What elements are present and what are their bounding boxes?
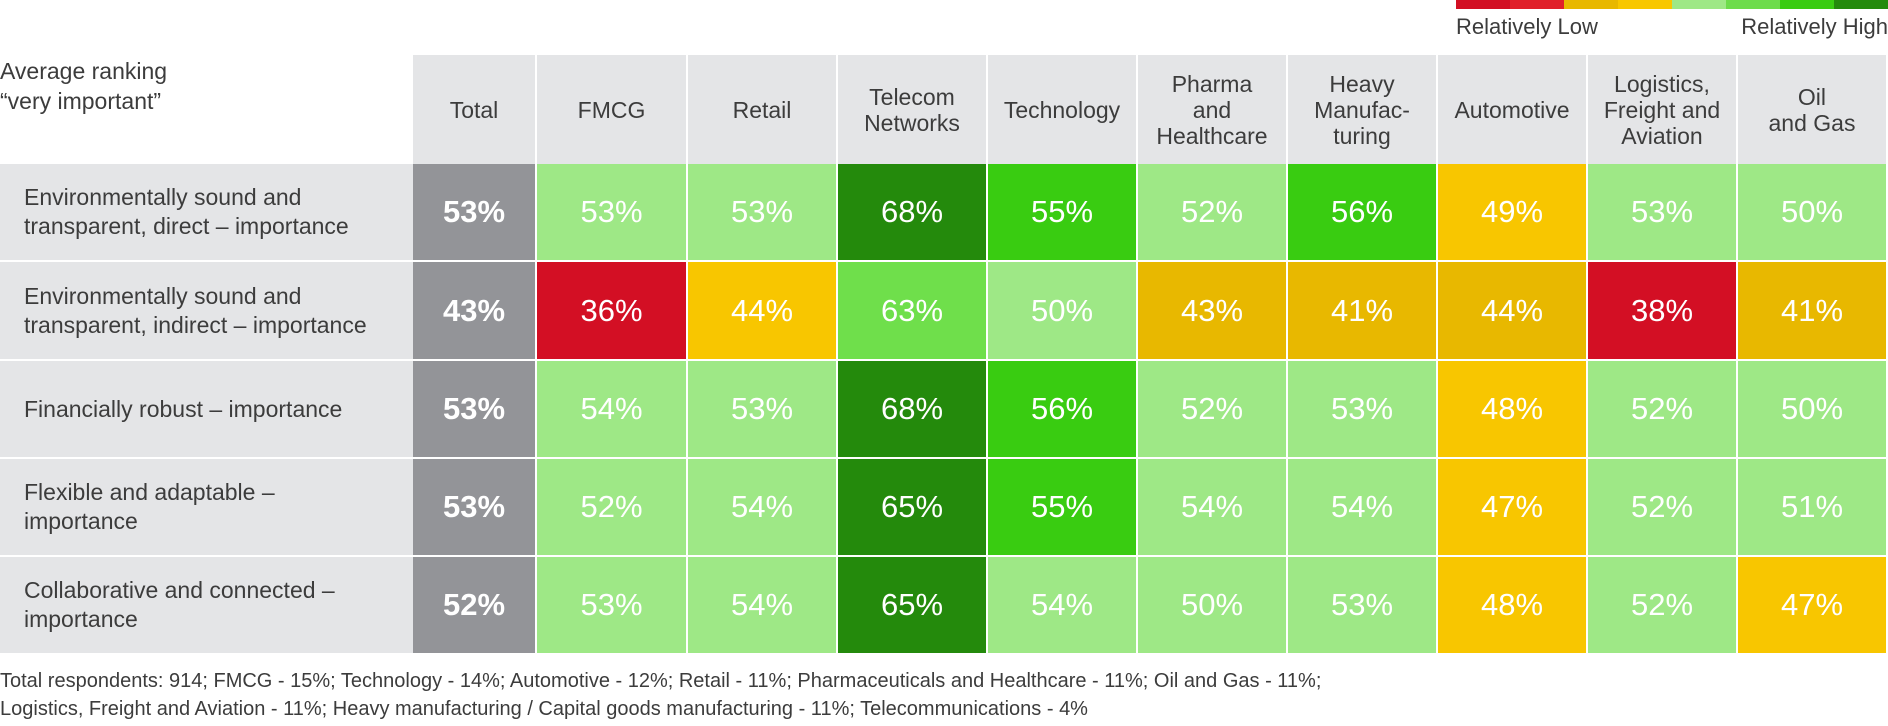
legend-low-label: Relatively Low: [1456, 14, 1598, 39]
heatmap-cell: 50%: [1738, 164, 1886, 260]
total-cell: 53%: [413, 164, 535, 260]
corner-label-line-2: “very important”: [0, 88, 162, 114]
heatmap-cell: 53%: [1588, 164, 1736, 260]
total-cell: 43%: [413, 262, 535, 359]
column-header: Pharma and Healthcare: [1138, 55, 1286, 164]
heatmap-cell: 52%: [537, 459, 686, 555]
heatmap-cell: 36%: [537, 262, 686, 359]
heatmap-cell: 52%: [1138, 164, 1286, 260]
column-header: Retail: [688, 55, 836, 164]
legend-swatch: [1456, 0, 1510, 9]
heatmap-cell: 68%: [838, 164, 986, 260]
footnote: Total respondents: 914; FMCG - 15%; Tech…: [0, 667, 1880, 723]
heatmap-cell: 48%: [1438, 361, 1586, 457]
heatmap-cell: 65%: [838, 459, 986, 555]
heatmap-cell: 55%: [988, 459, 1136, 555]
heatmap-cell: 52%: [1588, 557, 1736, 653]
heatmap-cell: 54%: [988, 557, 1136, 653]
column-header: Telecom Networks: [838, 55, 986, 164]
heatmap-cell: 56%: [988, 361, 1136, 457]
color-scale-bar: [1456, 0, 1888, 9]
column-header: Logistics, Freight and Aviation: [1588, 55, 1736, 164]
legend-swatch: [1618, 0, 1672, 9]
heatmap-cell: 44%: [1438, 262, 1586, 359]
heatmap-cell: 54%: [1288, 459, 1436, 555]
heatmap-cell: 56%: [1288, 164, 1436, 260]
heatmap-cell: 47%: [1438, 459, 1586, 555]
total-cell: 53%: [413, 459, 535, 555]
row-label: Flexible and adaptable – importance: [0, 459, 413, 555]
row-label: Financially robust – importance: [0, 361, 413, 457]
heatmap-cell: 49%: [1438, 164, 1586, 260]
heatmap-cell: 55%: [988, 164, 1136, 260]
footnote-line-2: Logistics, Freight and Aviation - 11%; H…: [0, 698, 1088, 720]
heatmap-cell: 50%: [988, 262, 1136, 359]
legend-swatch: [1510, 0, 1564, 9]
heatmap-cell: 53%: [537, 164, 686, 260]
column-header: Automotive: [1438, 55, 1586, 164]
heatmap-cell: 52%: [1588, 459, 1736, 555]
column-header: FMCG: [537, 55, 686, 164]
table-corner-label: Average ranking “very important”: [0, 56, 400, 116]
total-cell: 53%: [413, 361, 535, 457]
heatmap-cell: 53%: [537, 557, 686, 653]
column-header: Oil and Gas: [1738, 55, 1886, 164]
footnote-line-1: Total respondents: 914; FMCG - 15%; Tech…: [0, 670, 1322, 692]
column-header: Total: [413, 55, 535, 164]
heatmap-cell: 54%: [688, 459, 836, 555]
heatmap-cell: 51%: [1738, 459, 1886, 555]
heatmap-cell: 54%: [1138, 459, 1286, 555]
heatmap-cell: 54%: [688, 557, 836, 653]
legend-swatch: [1564, 0, 1618, 9]
corner-label-line-1: Average ranking: [0, 58, 168, 84]
heatmap-cell: 53%: [688, 361, 836, 457]
legend-swatch: [1672, 0, 1726, 9]
heatmap-cell: 52%: [1138, 361, 1286, 457]
heatmap-cell: 50%: [1138, 557, 1286, 653]
heatmap-cell: 41%: [1738, 262, 1886, 359]
heatmap-cell: 41%: [1288, 262, 1436, 359]
color-scale-legend: Relatively Low Relatively High: [1456, 0, 1888, 46]
legend-swatch: [1726, 0, 1780, 9]
row-label: Environmentally sound and transparent, d…: [0, 164, 413, 260]
heatmap-cell: 53%: [1288, 557, 1436, 653]
heatmap-cell: 50%: [1738, 361, 1886, 457]
heatmap-cell: 48%: [1438, 557, 1586, 653]
row-label: Environmentally sound and transparent, i…: [0, 262, 413, 359]
heatmap-cell: 47%: [1738, 557, 1886, 653]
heatmap-cell: 52%: [1588, 361, 1736, 457]
heatmap-cell: 68%: [838, 361, 986, 457]
heatmap-cell: 43%: [1138, 262, 1286, 359]
heatmap-cell: 53%: [688, 164, 836, 260]
row-label: Collaborative and connected – importance: [0, 557, 413, 653]
legend-swatch: [1834, 0, 1888, 9]
total-cell: 52%: [413, 557, 535, 653]
heatmap-cell: 65%: [838, 557, 986, 653]
heatmap-cell: 53%: [1288, 361, 1436, 457]
column-header: Technology: [988, 55, 1136, 164]
column-header: Heavy Manufac- turing: [1288, 55, 1436, 164]
legend-swatch: [1780, 0, 1834, 9]
heatmap-cell: 38%: [1588, 262, 1736, 359]
legend-high-label: Relatively High: [1741, 14, 1888, 39]
heatmap-cell: 63%: [838, 262, 986, 359]
heatmap-cell: 54%: [537, 361, 686, 457]
heatmap-cell: 44%: [688, 262, 836, 359]
